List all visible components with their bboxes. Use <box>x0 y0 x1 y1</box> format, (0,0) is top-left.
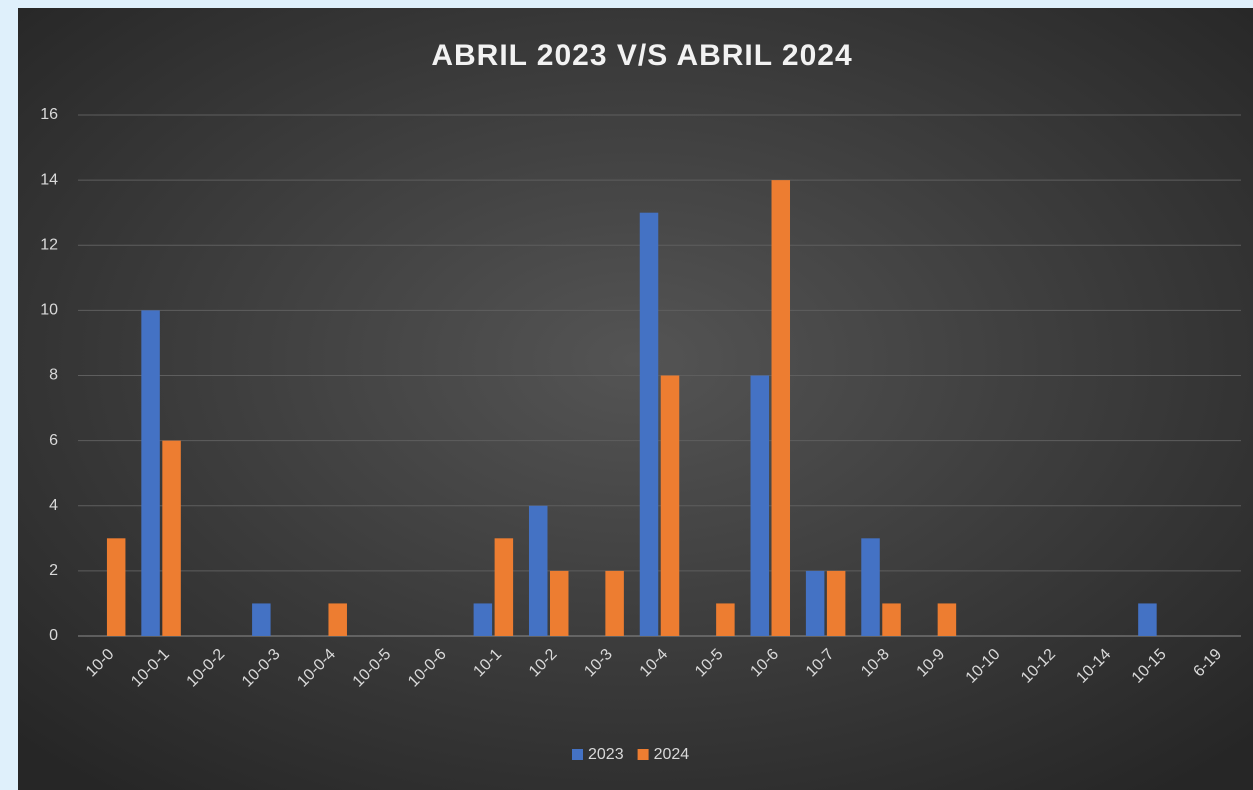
y-tick-label: 16 <box>40 106 58 123</box>
bar <box>605 570 624 636</box>
legend-swatch <box>637 749 649 760</box>
y-tick-label: 2 <box>49 562 58 579</box>
y-tick-label: 0 <box>49 627 58 644</box>
chart-background <box>18 8 1253 790</box>
bar <box>660 375 680 636</box>
bar <box>328 603 347 636</box>
bar <box>771 180 791 636</box>
bar <box>1138 603 1157 636</box>
bar <box>716 603 735 636</box>
y-tick-label: 8 <box>49 367 58 384</box>
y-tick-label: 12 <box>40 236 58 253</box>
bar <box>750 375 770 636</box>
legend-label: 2023 <box>588 746 624 763</box>
bar <box>162 440 181 636</box>
chart-title: ABRIL 2023 V/S ABRIL 2024 <box>431 39 852 72</box>
y-tick-label: 10 <box>40 302 58 319</box>
y-tick-label: 6 <box>49 432 58 449</box>
bar <box>494 538 514 636</box>
bar <box>639 212 659 636</box>
legend-swatch <box>572 749 583 760</box>
y-tick-label: 14 <box>40 171 58 188</box>
bar <box>937 603 957 636</box>
bar <box>805 570 825 636</box>
bar <box>882 603 901 636</box>
y-tick-label: 4 <box>49 497 58 514</box>
legend-label: 2024 <box>654 746 690 763</box>
bar <box>826 570 846 636</box>
bar <box>252 603 271 636</box>
bar <box>528 505 548 636</box>
bar <box>473 603 493 636</box>
bar <box>106 538 126 636</box>
bar <box>141 310 160 636</box>
bar <box>549 570 569 636</box>
bar <box>861 538 880 636</box>
